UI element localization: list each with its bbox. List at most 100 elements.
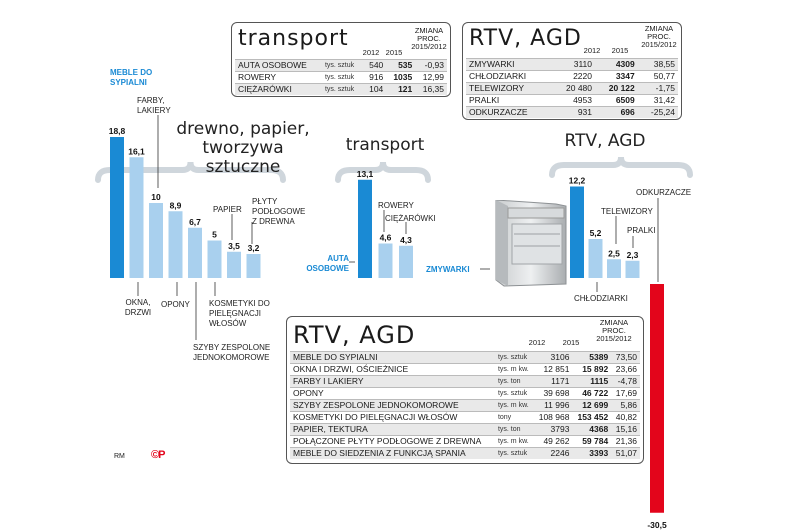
value-label-wood-0: 18,8 <box>109 126 126 136</box>
bar-wood-5 <box>207 240 222 278</box>
cell-2012: 4953 <box>552 94 595 107</box>
cell-change: 15,16 <box>611 423 640 436</box>
cell-name: MEBLE DO SIEDZENIA Z FUNKCJĄ SPANIA <box>290 447 495 459</box>
value-label-wood-6: 3,5 <box>228 241 240 251</box>
cell-2015: 696 <box>595 106 638 118</box>
cell-unit: tys. m kw. <box>494 399 534 412</box>
table-row: OPONY tys. sztuk 39 698 46 722 17,69 <box>290 387 640 400</box>
cell-name: CIĘŻARÓWKI <box>235 83 322 95</box>
table-row: AUTA OSOBOWE tys. sztuk 540 535 -0,93 <box>235 59 447 72</box>
cell-2015: 20 122 <box>595 82 638 95</box>
cell-change: 73,50 <box>611 351 640 364</box>
cell-2012: 3110 <box>552 58 595 71</box>
label-telewizory: TELEWIZORY <box>601 207 653 216</box>
cell-unit: tys. sztuk <box>321 83 363 95</box>
bar-transport-1 <box>378 243 393 278</box>
cell-unit: tys. m kw. <box>494 363 534 376</box>
cell-unit: tys. sztuk <box>494 387 534 400</box>
brace-transport <box>335 161 431 183</box>
bar-wood-2 <box>149 203 163 278</box>
cell-change: -4,78 <box>611 375 640 388</box>
table-row: CIĘŻARÓWKI tys. sztuk 104 121 16,35 <box>235 83 447 95</box>
table-rtv-top-body: ZMYWARKI 3110 4309 38,55 CHŁODZIARKI 2220 334… <box>466 58 678 118</box>
cell-2012: 104 <box>362 83 387 95</box>
cell-unit: tys. sztuk <box>321 59 363 72</box>
value-label-wood-3: 8,9 <box>170 200 182 210</box>
cell-name: OKNA I DRZWI, OŚCIEŻNICE <box>290 363 495 376</box>
cell-2012: 12 851 <box>533 363 573 376</box>
label-ciezarowki: CIĘŻARÓWKI <box>385 214 436 223</box>
cell-2015: 535 <box>386 59 416 72</box>
table-rtv-top-col-2012: 2012 <box>583 46 601 55</box>
cell-2012: 3106 <box>533 351 573 364</box>
value-label-wood-5: 5 <box>212 230 217 240</box>
table-transport: transport 2012 2015 ZMIANA PROC. 2015/20… <box>231 22 451 97</box>
value-label-rtv-1: 5,2 <box>590 228 602 238</box>
cell-name: MEBLE DO SYPIALNI <box>290 351 495 364</box>
cell-2012: 916 <box>362 71 387 84</box>
cell-2015: 15 892 <box>572 363 612 376</box>
value-label-wood-7: 3,2 <box>248 243 260 253</box>
table-transport-title: transport <box>238 26 349 51</box>
cell-change: 23,66 <box>611 363 640 376</box>
bar-rtv-2 <box>607 259 621 278</box>
cell-change: 50,77 <box>637 70 678 83</box>
cell-change: 12,99 <box>415 71 447 84</box>
cell-2012: 931 <box>552 106 595 118</box>
table-rtv-bottom: RTV, AGD 2012 2015 ZMIANA PROC. 2015/201… <box>286 316 644 464</box>
table-transport-col-2012: 2012 <box>362 48 380 57</box>
cell-2012: 540 <box>362 59 387 72</box>
table-row: MEBLE DO SIEDZENIA Z FUNKCJĄ SPANIA tys. … <box>290 447 640 459</box>
bar-rtv-0 <box>570 186 584 278</box>
cell-name: CHŁODZIARKI <box>466 70 553 83</box>
table-row: ODKURZACZE 931 696 -25,24 <box>466 106 678 118</box>
cell-2015: 1035 <box>386 71 416 84</box>
cell-name: AUTA OSOBOWE <box>235 59 322 72</box>
cell-name: PAPIER, TEKTURA <box>290 423 495 436</box>
label-chlodziarki: CHŁODZIARKI <box>574 294 628 303</box>
cell-2015: 5389 <box>572 351 612 364</box>
table-rtv-top: RTV, AGD 2012 2015 ZMIANA PROC. 2015/201… <box>462 22 682 120</box>
cell-name: POŁĄCZONE PŁYTY PODŁOGOWE Z DREWNA <box>290 435 495 448</box>
cell-change: 17,69 <box>611 387 640 400</box>
table-row: OKNA I DRZWI, OŚCIEŻNICE tys. m kw. 12 851… <box>290 363 640 376</box>
table-row: PRALKI 4953 6509 31,42 <box>466 94 678 107</box>
cell-unit: tys. sztuk <box>494 351 534 364</box>
cell-change: 38,55 <box>637 58 678 71</box>
value-label-rtv-0: 12,2 <box>569 176 586 186</box>
cell-name: ODKURZACZE <box>466 106 553 118</box>
bar-wood-0 <box>110 137 124 278</box>
table-transport-col-2015: 2015 <box>385 48 403 57</box>
cell-change: 21,36 <box>611 435 640 448</box>
dishwasher-icon <box>490 199 570 288</box>
cell-unit: tys. ton <box>494 375 534 388</box>
label-odkurzacze: ODKURZACZE <box>636 188 692 197</box>
copyright-mark: ©P <box>151 449 165 461</box>
label-zmywarki: ZMYWARKI <box>426 265 470 274</box>
label-okna-drzwi: OKNA, DRZWI <box>124 298 152 317</box>
cell-2012: 49 262 <box>533 435 573 448</box>
cell-2015: 59 784 <box>572 435 612 448</box>
heading-transport: transport <box>345 135 425 155</box>
cell-2012: 3793 <box>533 423 573 436</box>
cell-name: ZMYWARKI <box>466 58 553 71</box>
bar-rtv-3 <box>625 260 640 278</box>
cell-unit: tys. ton <box>494 423 534 436</box>
brace-rtv <box>549 156 693 178</box>
cell-2012: 20 480 <box>552 82 595 95</box>
cell-2012: 11 996 <box>533 399 573 412</box>
table-row: MEBLE DO SYPIALNI tys. sztuk 3106 5389 73,50 <box>290 351 640 364</box>
cell-2015: 4368 <box>572 423 612 436</box>
heading-rtv: RTV, AGD <box>564 131 646 151</box>
bar-transport-2 <box>399 245 413 278</box>
table-row: POŁĄCZONE PŁYTY PODŁOGOWE Z DREWNA tys. m… <box>290 435 640 448</box>
cell-2012: 2220 <box>552 70 595 83</box>
value-label-transport-2: 4,3 <box>400 235 412 245</box>
table-row: ZMYWARKI 3110 4309 38,55 <box>466 58 678 71</box>
bar-transport-0 <box>358 179 372 278</box>
value-label-wood-4: 6,7 <box>189 217 201 227</box>
cell-change: -1,75 <box>637 82 678 95</box>
cell-name: KOSMETYKI DO PIELĘGNACJI WŁOSÓW <box>290 411 495 424</box>
cell-2015: 1115 <box>572 375 612 388</box>
